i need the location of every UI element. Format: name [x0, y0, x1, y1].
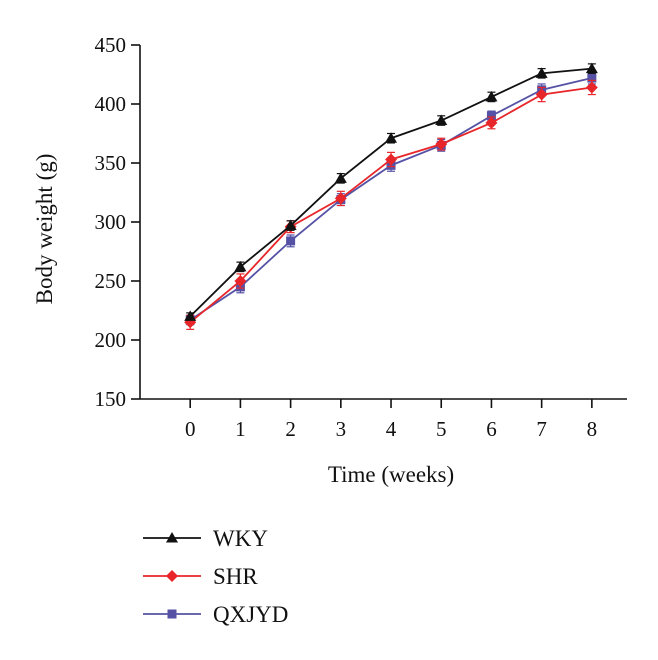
data-point-wky — [385, 132, 398, 143]
x-tick-label: 8 — [587, 417, 598, 441]
legend: WKY SHR QXJYD — [143, 526, 288, 627]
x-axis-title: Time (weeks) — [328, 462, 454, 487]
axes: 150 200 250 300 350 400 450 0 1 2 3 4 5 6 7 8 — [95, 33, 627, 441]
legend-marker-qxjyd — [167, 609, 177, 619]
x-tick-label: 3 — [336, 417, 347, 441]
plot-area — [184, 62, 598, 330]
data-point-qxjyd — [486, 111, 496, 121]
legend-item-wky: WKY — [143, 526, 268, 551]
legend-label-shr: SHR — [213, 564, 258, 589]
data-point-wky — [184, 310, 197, 321]
x-tick-label: 7 — [536, 417, 547, 441]
series-line-wky — [189, 67, 592, 318]
data-point-shr — [585, 81, 598, 94]
y-tick-label: 200 — [95, 328, 127, 352]
data-point-shr — [385, 153, 398, 166]
legend-marker-shr — [166, 570, 178, 582]
y-tick-label: 250 — [95, 269, 127, 293]
y-tick-label: 400 — [95, 92, 127, 116]
y-tick-label: 350 — [95, 151, 127, 175]
legend-label-qxjyd: QXJYD — [213, 602, 288, 627]
y-tick-label: 300 — [95, 210, 127, 234]
x-tick-label: 2 — [285, 417, 296, 441]
data-point-shr — [485, 116, 498, 129]
data-point-shr — [334, 192, 347, 205]
data-point-shr — [234, 275, 247, 287]
legend-marker-wky — [166, 532, 178, 543]
x-tick-label: 0 — [185, 417, 196, 441]
data-point-wky — [535, 67, 548, 78]
legend-item-shr: SHR — [143, 564, 258, 589]
data-point-wky — [334, 172, 347, 183]
data-point-wky — [234, 260, 247, 272]
x-tick-label: 6 — [486, 417, 497, 441]
series-line-shr — [189, 86, 592, 323]
data-point-wky — [585, 62, 598, 74]
y-axis-title: Body weight (g) — [32, 154, 57, 305]
y-tick-label: 450 — [95, 33, 127, 57]
data-point-qxjyd — [587, 73, 597, 83]
legend-label-wky: WKY — [213, 526, 268, 551]
data-point-wky — [284, 219, 297, 231]
series-line-qxjyd — [189, 77, 593, 321]
series-qxjyd — [185, 71, 597, 326]
data-point-shr — [535, 88, 548, 101]
legend-item-qxjyd: QXJYD — [143, 602, 288, 627]
data-point-wky — [435, 114, 448, 126]
x-tick-label: 1 — [235, 417, 246, 441]
data-point-shr — [435, 138, 448, 151]
data-point-wky — [485, 90, 498, 102]
series-wky — [184, 62, 598, 321]
x-tick-label: 4 — [386, 417, 397, 441]
data-point-qxjyd — [286, 236, 296, 246]
x-tick-label: 5 — [436, 417, 447, 441]
series-shr — [184, 79, 598, 330]
y-tick-label: 150 — [95, 387, 127, 411]
